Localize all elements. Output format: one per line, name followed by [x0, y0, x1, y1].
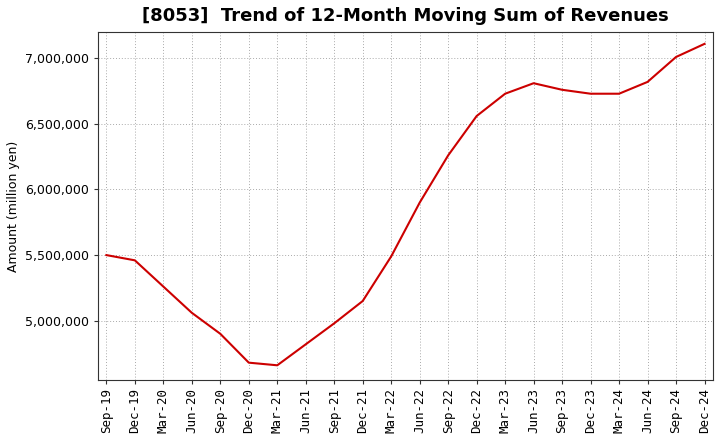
- Title: [8053]  Trend of 12-Month Moving Sum of Revenues: [8053] Trend of 12-Month Moving Sum of R…: [142, 7, 669, 25]
- Y-axis label: Amount (million yen): Amount (million yen): [7, 140, 20, 271]
